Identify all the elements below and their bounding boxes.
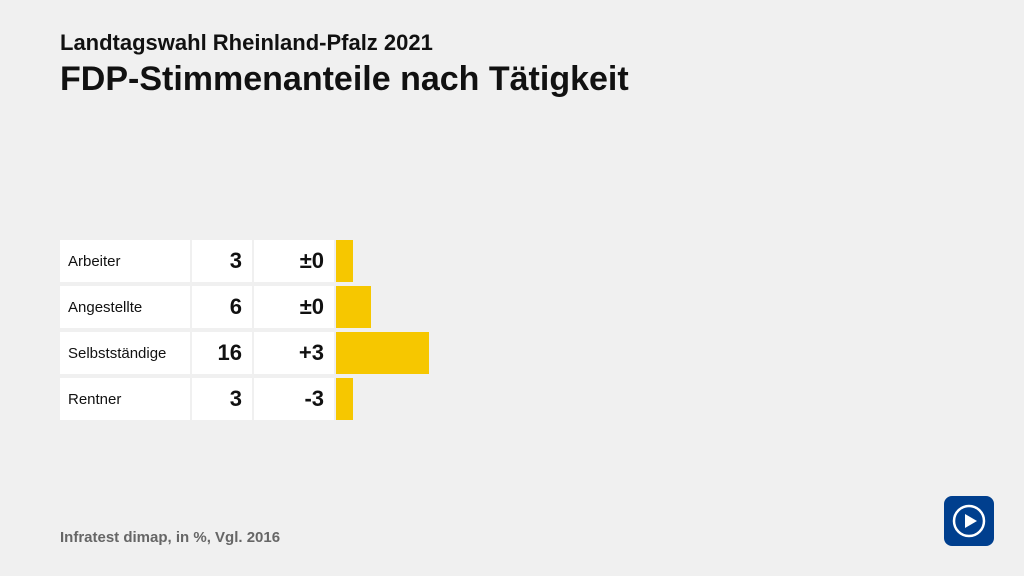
chart-title: FDP-Stimmenanteile nach Tätigkeit [60,60,1024,99]
row-label: Selbstständige [60,332,190,374]
row-label: Angestellte [60,286,190,328]
header: Landtagswahl Rheinland-Pfalz 2021 FDP-St… [0,0,1024,99]
table-row: Angestellte6±0 [60,286,960,328]
bar-track [336,378,960,420]
broadcaster-logo [944,496,994,546]
source-text: Infratest dimap, in %, Vgl. 2016 [60,529,280,546]
row-label: Arbeiter [60,240,190,282]
row-label: Rentner [60,378,190,420]
row-diff: ±0 [254,240,334,282]
table-row: Selbstständige16+3 [60,332,960,374]
bar [336,240,353,282]
table-row: Rentner3-3 [60,378,960,420]
row-value: 16 [192,332,252,374]
table-row: Arbeiter3±0 [60,240,960,282]
chart-subtitle: Landtagswahl Rheinland-Pfalz 2021 [60,30,1024,56]
row-value: 6 [192,286,252,328]
bar [336,286,371,328]
play-icon [951,503,987,539]
bar-track [336,286,960,328]
bar [336,378,353,420]
row-value: 3 [192,378,252,420]
bar [336,332,429,374]
bar-track [336,240,960,282]
chart-area: Arbeiter3±0Angestellte6±0Selbstständige1… [60,240,960,424]
row-value: 3 [192,240,252,282]
bar-track [336,332,960,374]
row-diff: +3 [254,332,334,374]
row-diff: ±0 [254,286,334,328]
row-diff: -3 [254,378,334,420]
